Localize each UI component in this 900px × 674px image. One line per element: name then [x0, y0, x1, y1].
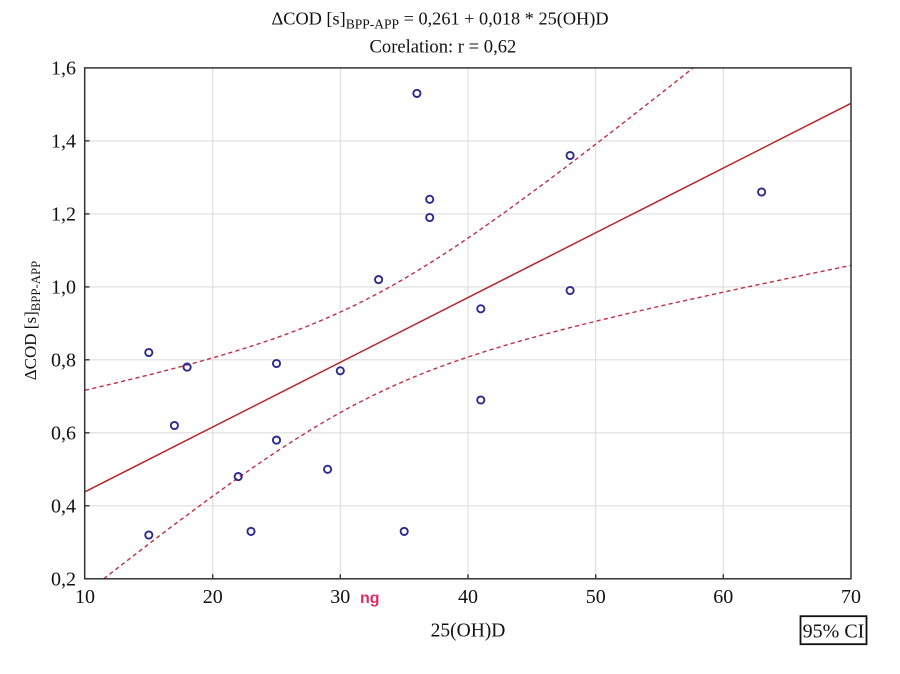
svg-text:50: 50: [586, 586, 606, 608]
svg-text:1,0: 1,0: [51, 277, 76, 299]
svg-text:ΔCOD [s]BPP-APP: ΔCOD [s]BPP-APP: [21, 261, 43, 381]
svg-text:ΔCOD [s]BPP-APP = 0,261 + 0,01: ΔCOD [s]BPP-APP = 0,261 + 0,018 * 25(OH)…: [272, 9, 609, 32]
svg-text:0,2: 0,2: [51, 568, 76, 590]
svg-text:1,4: 1,4: [51, 131, 76, 153]
svg-text:ng: ng: [360, 590, 380, 607]
svg-text:30: 30: [330, 586, 350, 608]
svg-text:1,2: 1,2: [51, 204, 76, 226]
svg-text:25(OH)D: 25(OH)D: [431, 621, 506, 642]
svg-text:70: 70: [841, 586, 861, 608]
svg-text:10: 10: [75, 586, 95, 608]
svg-text:0,6: 0,6: [51, 422, 76, 444]
svg-text:0,8: 0,8: [51, 349, 76, 371]
svg-text:95% CI: 95% CI: [803, 621, 865, 643]
svg-text:40: 40: [458, 586, 478, 608]
svg-text:60: 60: [713, 586, 733, 608]
svg-text:20: 20: [203, 586, 223, 608]
svg-text:Corelation: r = 0,62: Corelation: r = 0,62: [370, 37, 517, 58]
svg-text:0,4: 0,4: [51, 495, 76, 517]
svg-text:1,6: 1,6: [51, 58, 76, 80]
